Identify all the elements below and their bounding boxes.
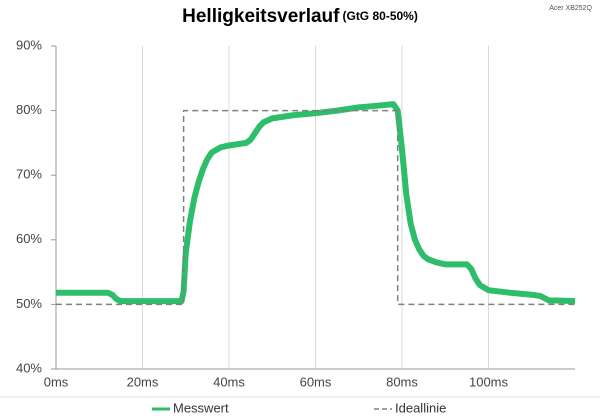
y-tick-label: 50% [16, 296, 42, 311]
y-tick-label: 80% [16, 102, 42, 117]
y-tick-label: 90% [16, 37, 42, 52]
x-tick-label: 80ms [386, 374, 418, 389]
y-tick-label: 40% [16, 360, 42, 375]
x-tick-label: 0ms [44, 374, 69, 389]
x-tick-label: 60ms [300, 374, 332, 389]
x-tick-label: 40ms [213, 374, 245, 389]
legend-label: Messwert [173, 400, 229, 415]
legend-label: Ideallinie [395, 400, 446, 415]
x-tick-label: 20ms [127, 374, 159, 389]
chart-subtitle: (GtG 80-50%) [342, 9, 417, 23]
series-line [56, 101, 576, 305]
x-tick-label: 100ms [469, 374, 509, 389]
annotation: Acer XB252Q [549, 5, 592, 12]
chart-title-group: Helligkeitsverlauf (GtG 80-50%) [182, 6, 418, 27]
y-tick-label: 70% [16, 167, 42, 182]
y-tick-label: 60% [16, 231, 42, 246]
chart-title: Helligkeitsverlauf [182, 6, 340, 27]
